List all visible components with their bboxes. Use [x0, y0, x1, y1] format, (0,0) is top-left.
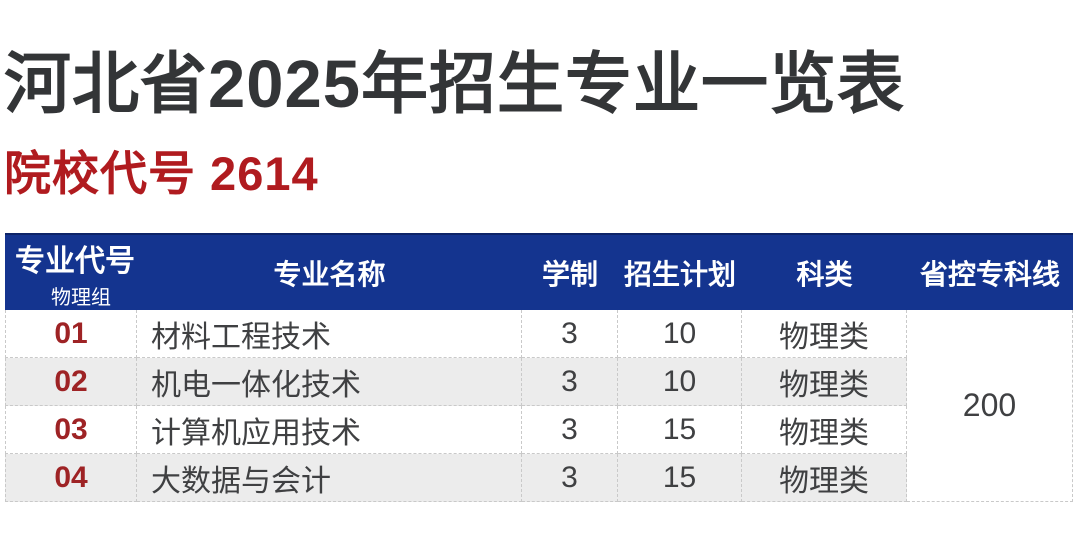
physics-group-label: 物理组: [51, 286, 111, 309]
col-header-major-name: 专业名称: [137, 233, 522, 310]
cell-duration: 3: [522, 454, 618, 502]
cell-province-control-line: 200: [907, 310, 1073, 502]
col-header-subject-category: 科类: [742, 233, 907, 310]
cell-major-name: 材料工程技术: [137, 310, 522, 358]
cell-enrollment-plan: 15: [618, 454, 742, 502]
cell-major-code: 03: [5, 406, 137, 454]
cell-enrollment-plan: 10: [618, 358, 742, 406]
cell-enrollment-plan: 15: [618, 406, 742, 454]
cell-subject-category: 物理类: [742, 310, 907, 358]
cell-subject-category: 物理类: [742, 406, 907, 454]
cell-major-name: 计算机应用技术: [137, 406, 522, 454]
admission-majors-table: 专业代号 物理组 专业名称 学制 招生计划 科类 省控专科线 01 材料工程技术…: [5, 233, 1073, 502]
col-header-major-code-label: 专业代号: [15, 244, 135, 278]
cell-major-name: 大数据与会计: [137, 454, 522, 502]
cell-major-code: 04: [5, 454, 137, 502]
cell-duration: 3: [522, 358, 618, 406]
col-header-province-line: 省控专科线: [907, 233, 1073, 310]
col-header-duration: 学制: [522, 233, 618, 310]
cell-major-code: 02: [5, 358, 137, 406]
cell-duration: 3: [522, 310, 618, 358]
cell-subject-category: 物理类: [742, 358, 907, 406]
cell-enrollment-plan: 10: [618, 310, 742, 358]
col-header-major-code: 专业代号 物理组: [5, 233, 137, 310]
cell-major-code: 01: [5, 310, 137, 358]
cell-duration: 3: [522, 406, 618, 454]
page-title: 河北省2025年招生专业一览表: [4, 47, 906, 122]
cell-subject-category: 物理类: [742, 454, 907, 502]
col-header-enrollment-plan: 招生计划: [618, 233, 742, 310]
cell-major-name: 机电一体化技术: [137, 358, 522, 406]
institution-code-subtitle: 院校代号 2614: [4, 147, 319, 200]
